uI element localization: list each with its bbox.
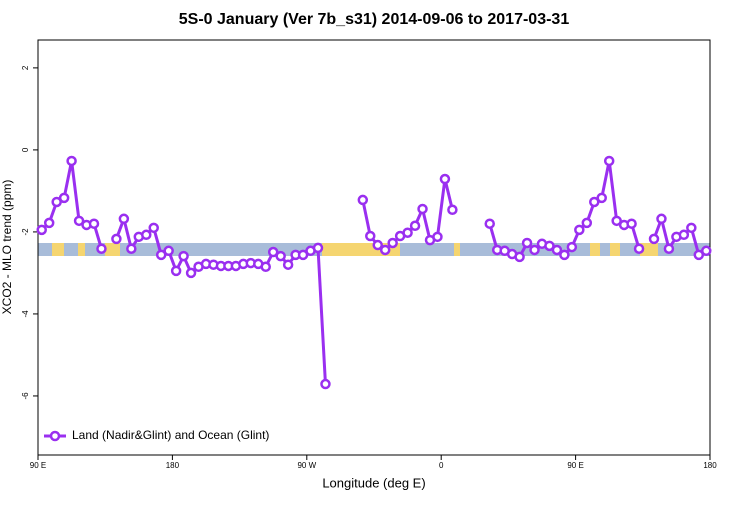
data-point — [141, 229, 152, 241]
data-point — [88, 218, 100, 229]
data-point — [701, 245, 712, 257]
y-tick-label: -4 — [21, 310, 30, 318]
data-point — [581, 217, 593, 229]
data-point — [148, 222, 159, 234]
x-tick-label: 90 E — [30, 461, 46, 470]
data-point — [633, 243, 645, 254]
y-tick-label: 2 — [21, 65, 30, 70]
data-point — [357, 194, 369, 206]
data-point — [417, 203, 428, 215]
data-point — [432, 231, 443, 243]
land-band — [454, 243, 460, 256]
data-point — [663, 243, 675, 254]
data-point — [58, 192, 70, 204]
data-point — [439, 173, 451, 185]
data-point — [484, 218, 495, 229]
land-band — [640, 243, 658, 256]
data-point — [118, 213, 130, 225]
land-band — [52, 243, 64, 256]
data-point — [529, 244, 540, 256]
data-point — [51, 196, 62, 208]
data-point — [178, 250, 189, 262]
land-band — [590, 243, 600, 256]
x-tick-label: 180 — [703, 461, 717, 470]
y-tick-label: -2 — [21, 228, 30, 236]
data-point — [447, 204, 458, 216]
data-point — [544, 240, 555, 252]
data-point — [275, 250, 286, 262]
data-point — [36, 224, 47, 236]
data-point — [155, 249, 167, 261]
data-point — [551, 244, 563, 256]
data-point — [387, 237, 398, 249]
data-point — [574, 224, 585, 236]
land-band — [610, 243, 620, 256]
data-point — [656, 213, 667, 225]
x-tick-label: 90 W — [297, 461, 316, 470]
x-tick-label: 0 — [439, 461, 444, 470]
data-point — [611, 215, 622, 227]
data-point — [648, 233, 660, 245]
data-point — [402, 227, 413, 238]
data-point — [566, 241, 578, 253]
land-band — [78, 243, 85, 256]
data-point — [409, 220, 421, 232]
data-point — [379, 244, 391, 256]
data-point — [43, 217, 55, 229]
data-point — [260, 261, 271, 273]
data-point — [185, 267, 197, 279]
data-point — [66, 155, 77, 167]
data-point — [365, 230, 376, 242]
legend: Land (Nadir&Glint) and Ocean (Glint) — [44, 428, 269, 442]
data-point — [170, 265, 182, 277]
data-point — [589, 196, 600, 208]
data-point — [312, 242, 324, 254]
data-point — [163, 245, 174, 257]
data-point — [559, 249, 570, 261]
data-point — [126, 243, 137, 254]
legend-swatch-marker — [49, 430, 61, 442]
x-tick-label: 90 E — [567, 461, 583, 470]
data-point — [626, 218, 637, 229]
data-point — [603, 155, 615, 167]
data-point — [678, 229, 690, 241]
x-tick-label: 180 — [166, 461, 180, 470]
data-point — [686, 222, 697, 234]
data-point — [320, 378, 331, 390]
y-axis-label: XCO2 - MLO trend (ppm) — [0, 180, 14, 315]
data-point — [297, 249, 309, 261]
data-point — [282, 259, 294, 270]
legend-label: Land (Nadir&Glint) and Ocean (Glint) — [72, 428, 269, 442]
x-axis-label: Longitude (deg E) — [322, 475, 425, 490]
data-point — [267, 246, 279, 258]
data-point — [372, 239, 383, 251]
y-tick-label: 0 — [21, 147, 30, 152]
data-point — [73, 215, 85, 227]
data-point — [96, 243, 107, 254]
data-point — [521, 237, 533, 249]
data-point — [111, 233, 122, 245]
y-tick-label: -6 — [21, 392, 30, 400]
data-point — [514, 251, 525, 263]
data-point — [596, 192, 607, 204]
chart-title: 5S-0 January (Ver 7b_s31) 2014-09-06 to … — [179, 11, 570, 28]
land-band — [105, 243, 120, 256]
data-point — [693, 249, 705, 261]
